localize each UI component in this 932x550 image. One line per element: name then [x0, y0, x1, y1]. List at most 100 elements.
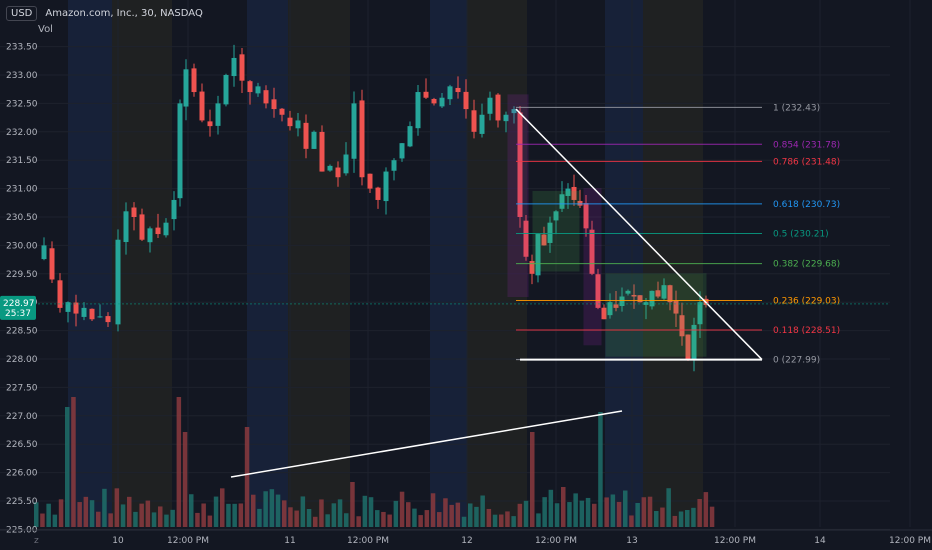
volume-bar	[58, 499, 64, 527]
volume-bar	[443, 498, 448, 527]
volume-bar	[207, 515, 213, 527]
candle-body	[375, 187, 381, 200]
candle-body	[183, 69, 189, 107]
volume-bar	[325, 514, 330, 527]
volume-bar	[505, 511, 510, 527]
volume-bar	[461, 516, 467, 527]
y-tick-label: 230.00	[6, 241, 38, 251]
session-band	[247, 0, 288, 527]
candle-body	[511, 109, 517, 114]
volume-bar	[387, 514, 392, 527]
volume-bar	[232, 503, 237, 527]
volume-bar	[195, 512, 200, 527]
x-tick-label: 12:00 PM	[535, 536, 577, 546]
candle-body	[65, 302, 71, 312]
candle-body	[223, 75, 229, 105]
volume-bar	[139, 503, 144, 527]
range-box	[605, 273, 707, 357]
candle-body	[49, 248, 55, 280]
range-box	[507, 94, 529, 298]
y-tick-label: 227.50	[6, 383, 38, 393]
session-band	[288, 0, 350, 527]
trend-line	[515, 108, 763, 361]
volume-bar	[647, 496, 653, 527]
volume-trend-line	[230, 410, 623, 478]
volume-bar	[158, 506, 163, 527]
candle-body	[343, 154, 349, 174]
volume-bar	[306, 508, 312, 527]
candle-body	[97, 316, 103, 318]
candle-body	[57, 280, 63, 308]
candle-body	[139, 214, 145, 240]
candle-body	[131, 207, 137, 217]
candle-body	[439, 97, 445, 107]
x-tick-label: 12	[461, 536, 472, 546]
volume-bar	[288, 507, 293, 527]
candle-body	[391, 160, 397, 171]
candle-body	[631, 294, 637, 297]
volume-bar	[133, 511, 138, 527]
volume-bar	[492, 514, 498, 527]
range-box	[532, 190, 580, 272]
candle-body	[679, 315, 685, 337]
volume-bar	[201, 503, 206, 527]
volume-bar	[455, 502, 461, 527]
volume-bar	[176, 397, 182, 527]
candle-body	[479, 114, 485, 134]
volume-bar	[344, 513, 349, 527]
volume-bar	[585, 497, 591, 527]
candle-body	[191, 68, 197, 93]
volume-bar	[102, 488, 107, 527]
currency-badge[interactable]: USD	[6, 6, 38, 21]
candle-body	[287, 117, 293, 127]
candle-body	[163, 222, 169, 236]
volume-bar	[709, 506, 715, 527]
candle-body	[595, 274, 601, 308]
price-tag-value: 228.97	[3, 299, 35, 309]
y-tick-label: 231.50	[6, 156, 38, 166]
volume-bar	[375, 510, 380, 527]
candle-body	[471, 110, 477, 132]
volume-bar	[672, 515, 678, 527]
volume-bar	[598, 412, 603, 527]
candle-body	[319, 131, 325, 172]
volume-bar	[108, 513, 113, 527]
volume-bar	[592, 503, 597, 527]
candle-body	[247, 81, 253, 93]
candle-body	[215, 103, 221, 126]
candle-body	[327, 165, 333, 171]
candle-body	[613, 304, 619, 308]
fib-level-label: 0.236 (229.03)	[773, 296, 840, 306]
candle-body	[255, 86, 261, 94]
candle-body	[407, 126, 413, 147]
volume-bar	[282, 500, 287, 527]
volume-bar	[511, 516, 516, 527]
candle-body	[335, 167, 341, 178]
candle-body	[455, 87, 461, 93]
y-tick-label: 231.00	[6, 185, 38, 195]
volume-bar	[480, 495, 485, 527]
candle-body	[447, 86, 453, 100]
volume-bar	[182, 432, 188, 527]
candle-body	[199, 91, 205, 121]
volume-bar	[666, 488, 671, 527]
volume-bar	[213, 496, 219, 527]
fib-level-label: 0.5 (230.21)	[773, 229, 829, 239]
candle-body	[495, 94, 501, 121]
candle-body	[607, 302, 613, 316]
volume-bar	[616, 501, 622, 527]
candle-body	[637, 295, 643, 303]
candle-body	[529, 261, 535, 274]
volume-bar	[536, 513, 541, 527]
candle-body	[577, 200, 583, 206]
volume-bar	[623, 490, 628, 527]
volume-bar	[257, 508, 262, 527]
volume-bar	[567, 502, 572, 527]
candle-body	[279, 108, 285, 115]
volume-bar	[96, 511, 101, 527]
candle-body	[123, 211, 129, 243]
volume-bar	[573, 493, 578, 527]
volume-bar	[189, 494, 194, 527]
